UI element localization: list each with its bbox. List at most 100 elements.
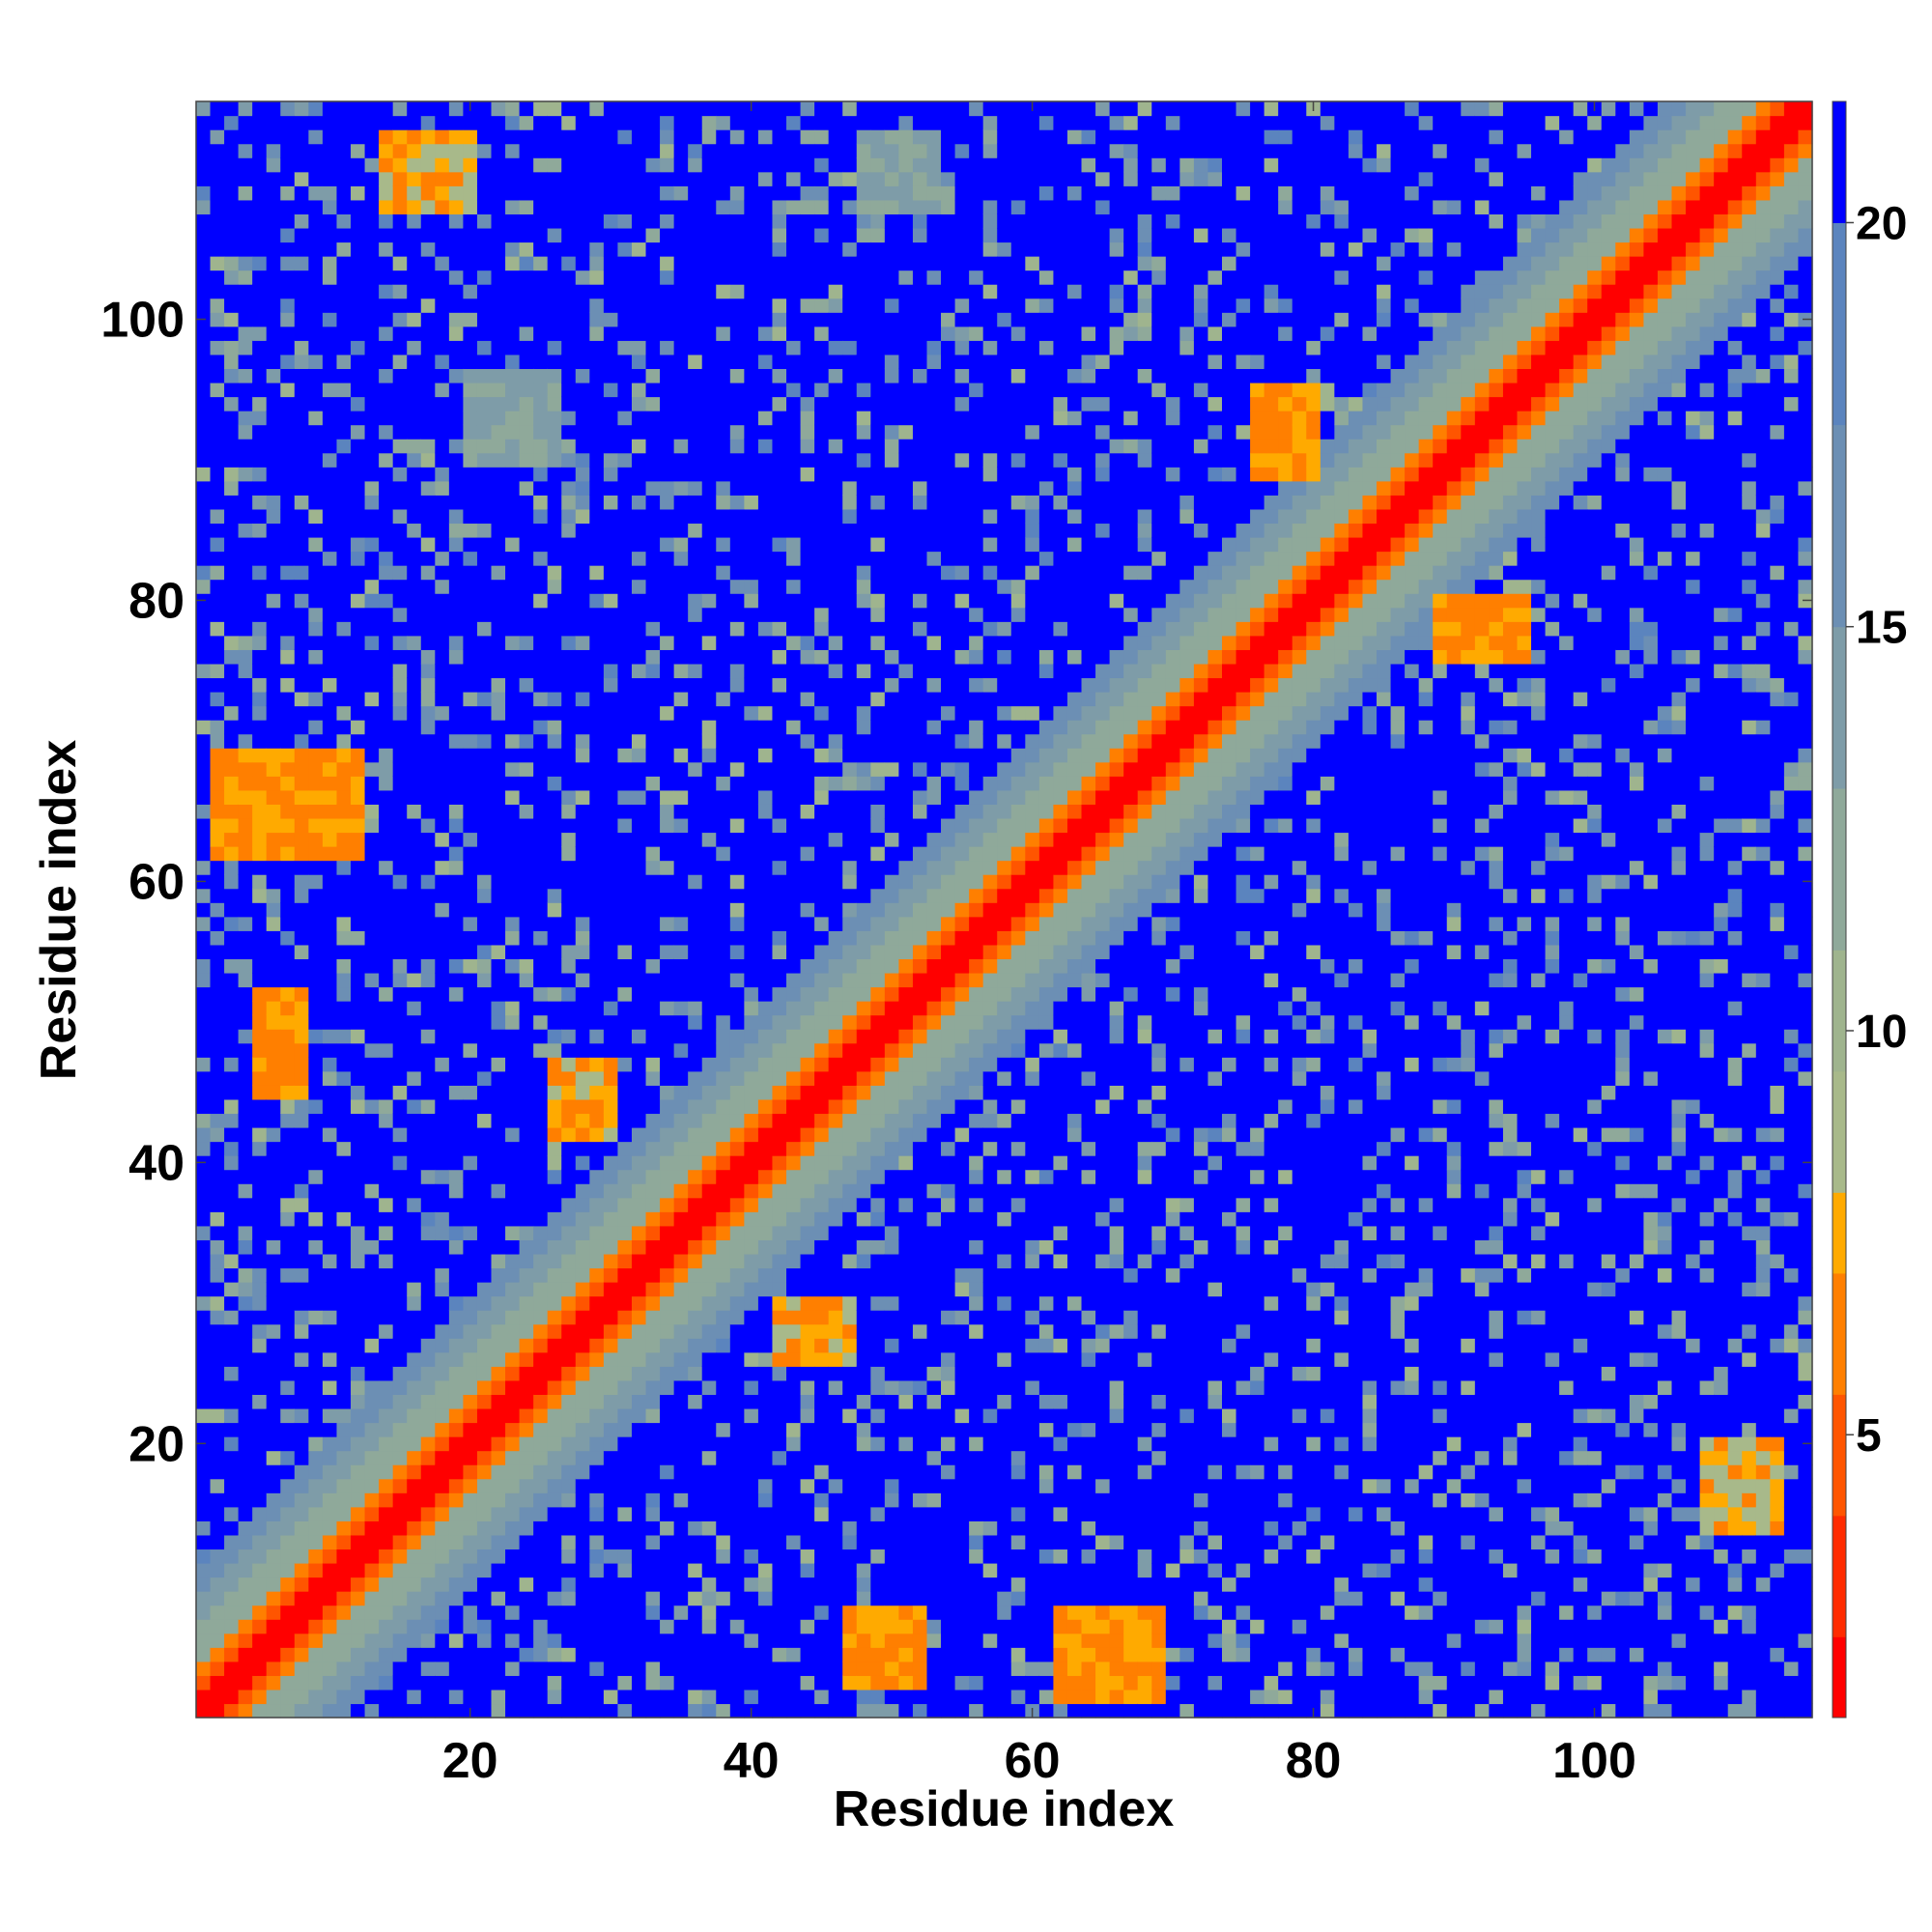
heatmap-cell — [280, 1633, 296, 1648]
heatmap-cell — [224, 579, 240, 594]
heatmap-cell — [407, 1450, 422, 1465]
heatmap-cell — [435, 171, 450, 186]
heatmap-cell — [351, 1253, 366, 1269]
heatmap-cell — [701, 832, 717, 847]
heatmap-cell — [505, 1295, 521, 1311]
heatmap-cell — [322, 705, 338, 721]
heatmap-cell — [589, 761, 605, 777]
heatmap-cell — [224, 1197, 240, 1212]
heatmap-cell — [476, 424, 493, 440]
heatmap-cell — [589, 1633, 605, 1648]
heatmap-cell — [294, 495, 309, 510]
heatmap-cell — [533, 761, 549, 777]
heatmap-cell — [407, 1098, 422, 1115]
heatmap-cell — [364, 1169, 380, 1184]
heatmap-cell — [729, 1001, 745, 1016]
heatmap-cell — [772, 705, 787, 721]
heatmap-cell — [448, 199, 465, 214]
heatmap-cell — [505, 101, 521, 117]
heatmap-cell — [364, 958, 380, 974]
heatmap-cell — [491, 340, 506, 355]
heatmap-cell — [435, 944, 450, 960]
heatmap-cell — [603, 1577, 619, 1592]
heatmap-cell — [476, 1436, 493, 1452]
heatmap-cell — [294, 1619, 309, 1634]
heatmap-cell — [196, 1310, 212, 1325]
heatmap-cell — [491, 1605, 506, 1620]
heatmap-cell — [252, 1534, 268, 1550]
heatmap-cell — [351, 480, 366, 496]
heatmap-cell — [729, 523, 745, 538]
heatmap-cell — [645, 284, 661, 299]
heatmap-cell — [351, 1085, 366, 1100]
heatmap-cell — [238, 1675, 253, 1690]
heatmap-cell — [294, 1506, 309, 1521]
heatmap-cell — [617, 185, 633, 201]
heatmap-cell — [660, 635, 675, 650]
heatmap-cell — [196, 1085, 212, 1100]
heatmap-cell — [364, 1351, 380, 1367]
heatmap-cell — [420, 396, 436, 412]
heatmap-cell — [491, 1042, 506, 1058]
heatmap-cell — [645, 1113, 661, 1128]
heatmap-cell — [631, 635, 647, 650]
heatmap-cell — [266, 1619, 281, 1634]
heatmap-cell — [561, 1633, 577, 1648]
heatmap-cell — [266, 1394, 281, 1409]
heatmap-cell — [716, 720, 731, 735]
heatmap-cell — [688, 1506, 703, 1521]
heatmap-cell — [688, 1225, 703, 1240]
heatmap-cell — [196, 761, 212, 777]
heatmap-cell — [252, 452, 268, 468]
heatmap-cell — [645, 1267, 661, 1283]
heatmap-cell — [673, 1619, 689, 1634]
heatmap-cell — [252, 270, 268, 285]
heatmap-cell — [645, 354, 661, 370]
heatmap-cell — [196, 382, 212, 398]
heatmap-cell — [561, 930, 577, 946]
heatmap-cell — [729, 1675, 745, 1690]
heatmap-cell — [364, 424, 380, 440]
heatmap-cell — [772, 340, 787, 355]
heatmap-cell — [603, 1605, 619, 1620]
heatmap-cell — [519, 1450, 534, 1465]
heatmap-cell — [294, 958, 309, 974]
heatmap-cell — [660, 986, 675, 1002]
heatmap-cell — [631, 1450, 647, 1465]
heatmap-cell — [786, 284, 802, 299]
heatmap-cell — [336, 663, 352, 679]
heatmap-cell — [757, 986, 774, 1002]
heatmap-cell — [617, 649, 633, 665]
heatmap-cell — [575, 284, 590, 299]
heatmap-cell — [280, 1323, 296, 1339]
heatmap-cell — [322, 1225, 338, 1240]
heatmap-cell — [379, 185, 394, 201]
heatmap-cell — [547, 733, 562, 749]
heatmap-cell — [561, 761, 577, 777]
heatmap-cell — [631, 495, 647, 510]
heatmap-cell — [701, 804, 717, 819]
heatmap-cell — [660, 832, 675, 847]
heatmap-cell — [772, 1239, 787, 1255]
heatmap-cell — [280, 804, 296, 819]
heatmap-cell — [280, 1282, 296, 1297]
heatmap-cell — [294, 467, 309, 482]
heatmap-cell — [673, 888, 689, 903]
heatmap-cell — [308, 1197, 324, 1212]
heatmap-cell — [224, 832, 240, 847]
heatmap-cell — [196, 958, 212, 974]
heatmap-cell — [476, 1379, 493, 1395]
heatmap-cell — [476, 1014, 493, 1030]
heatmap-cell — [786, 1422, 802, 1437]
heatmap-cell — [364, 1197, 380, 1212]
heatmap-cell — [673, 944, 689, 960]
heatmap-cell — [561, 677, 577, 693]
heatmap-cell — [660, 551, 675, 566]
heatmap-cell — [645, 1647, 661, 1662]
heatmap-cell — [660, 1506, 675, 1521]
heatmap-cell — [589, 817, 605, 834]
heatmap-cell — [575, 635, 590, 650]
heatmap-cell — [280, 1647, 296, 1662]
heatmap-cell — [476, 1661, 493, 1676]
heatmap-cell — [772, 593, 787, 609]
